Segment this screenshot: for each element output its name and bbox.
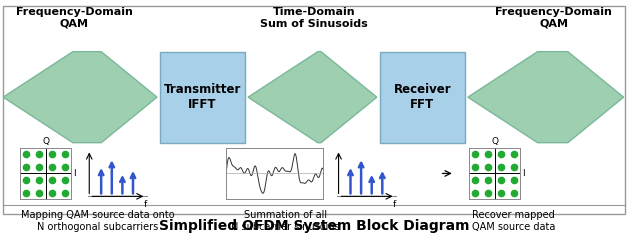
Text: I: I: [73, 169, 75, 178]
Text: Simplified OFDM System Block Diagram: Simplified OFDM System Block Diagram: [159, 219, 469, 233]
Text: Time-Domain
Sum of Sinusoids: Time-Domain Sum of Sinusoids: [260, 7, 368, 29]
Text: Mapping QAM source data onto
N orthogonal subcarriers: Mapping QAM source data onto N orthogona…: [21, 210, 174, 232]
Text: Frequency-Domain
QAM: Frequency-Domain QAM: [495, 7, 612, 29]
Text: f: f: [392, 200, 396, 209]
Text: Recover mapped
QAM source data: Recover mapped QAM source data: [472, 210, 555, 232]
Text: Transmitter
IFFT: Transmitter IFFT: [164, 83, 241, 111]
Text: Frequency-Domain
QAM: Frequency-Domain QAM: [16, 7, 133, 29]
Text: Summation of all
N subcarrier sinusoids: Summation of all N subcarrier sinusoids: [232, 210, 340, 232]
Bar: [380, 52, 465, 143]
Polygon shape: [3, 52, 157, 143]
Polygon shape: [248, 52, 377, 143]
Text: f: f: [143, 200, 146, 209]
Text: I: I: [522, 169, 524, 178]
Bar: [3, 6, 625, 214]
Bar: [160, 52, 245, 143]
Text: Q: Q: [491, 137, 498, 146]
Text: Receiver
FFT: Receiver FFT: [394, 83, 451, 111]
Text: Q: Q: [42, 137, 49, 146]
Polygon shape: [468, 52, 624, 143]
